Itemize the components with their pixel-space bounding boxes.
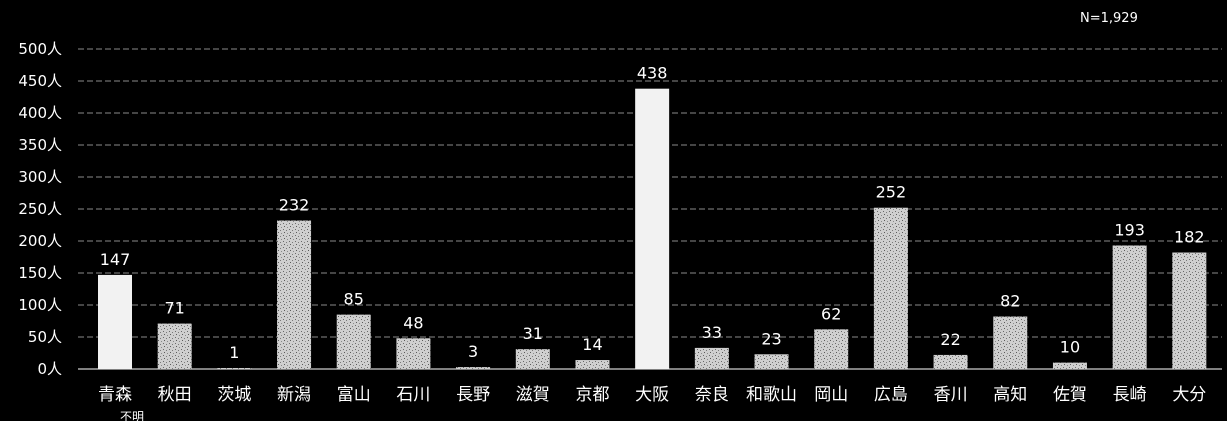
data-label-高知: 82 <box>1000 292 1020 311</box>
bar-青森 <box>98 274 132 369</box>
category-label-富山: 富山 <box>337 385 371 405</box>
category-label-滋賀: 滋賀 <box>516 385 550 405</box>
data-label-長崎: 193 <box>1114 220 1145 239</box>
category-label-佐賀: 佐賀 <box>1053 385 1087 405</box>
data-label-香川: 22 <box>940 330 960 349</box>
data-label-富山: 85 <box>344 290 364 309</box>
data-label-京都: 14 <box>582 335 602 354</box>
y-tick-label: 350人 <box>18 136 62 154</box>
data-label-滋賀: 31 <box>523 324 543 343</box>
data-label-奈良: 33 <box>702 323 722 342</box>
data-label-茨城: 1 <box>229 343 239 362</box>
bars <box>98 88 1207 370</box>
category-label-石川: 石川 <box>396 385 430 405</box>
category-label-岡山: 岡山 <box>814 385 848 405</box>
bar-滋賀 <box>515 349 550 369</box>
bar-石川 <box>396 338 431 369</box>
bar-岡山 <box>814 329 849 369</box>
bar-高知 <box>993 316 1028 369</box>
category-label-秋田: 秋田 <box>158 385 192 405</box>
data-label-和歌山: 23 <box>761 329 781 348</box>
y-axis-ticks: 0人 50人 100人 150人 200人 250人 300人 350人 400人 450人 500… <box>18 40 62 378</box>
category-label-和歌山: 和歌山 <box>746 385 797 405</box>
category-label-長崎: 長崎 <box>1113 385 1147 405</box>
bar-大阪 <box>635 88 670 370</box>
y-tick-label: 450人 <box>18 72 62 90</box>
data-label-大阪: 438 <box>637 64 668 83</box>
category-label-京都: 京都 <box>575 385 609 405</box>
partial-category-label: 不明 <box>120 410 144 421</box>
data-labels: 147 71 1 232 85 48 3 31 14 438 33 23 62 252 22 82 10 193 1… <box>100 64 1205 362</box>
bar-長崎 <box>1112 245 1147 369</box>
sample-size-annotation: N=1,929 <box>1080 11 1138 26</box>
bar-大分 <box>1172 252 1207 369</box>
data-label-長野: 3 <box>468 342 478 361</box>
category-label-大分: 大分 <box>1172 385 1206 405</box>
data-label-大分: 182 <box>1174 228 1205 247</box>
category-label-奈良: 奈良 <box>695 385 729 405</box>
bar-和歌山 <box>754 354 789 369</box>
data-label-広島: 252 <box>876 183 907 202</box>
y-tick-label: 500人 <box>18 40 62 58</box>
data-label-新潟: 232 <box>279 196 310 215</box>
bar-秋田 <box>157 323 192 369</box>
bar-富山 <box>336 314 371 369</box>
y-tick-label: 100人 <box>18 296 62 314</box>
data-label-青森: 147 <box>100 250 131 269</box>
x-axis-categories: 青森 秋田 茨城 新潟 富山 石川 長野 滋賀 京都 大阪 奈良 和歌山 岡山 広島 香川 高知 佐賀 長崎 大分 <box>98 385 1206 405</box>
bar-京都 <box>575 360 610 369</box>
y-tick-label: 200人 <box>18 232 62 250</box>
category-label-香川: 香川 <box>934 385 968 405</box>
y-tick-label: 50人 <box>28 328 62 346</box>
category-label-新潟: 新潟 <box>277 385 311 405</box>
bar-奈良 <box>694 347 729 369</box>
bar-長野 <box>456 367 491 369</box>
y-tick-label: 0人 <box>37 360 62 378</box>
bar-新潟 <box>277 220 312 369</box>
data-label-石川: 48 <box>403 313 423 332</box>
y-tick-label: 300人 <box>18 168 62 186</box>
category-label-大阪: 大阪 <box>635 385 669 405</box>
category-label-広島: 広島 <box>874 385 908 405</box>
y-tick-label: 250人 <box>18 200 62 218</box>
y-tick-label: 150人 <box>18 264 62 282</box>
data-label-佐賀: 10 <box>1060 338 1080 357</box>
category-label-青森: 青森 <box>98 385 132 405</box>
data-label-岡山: 62 <box>821 304 841 323</box>
category-label-茨城: 茨城 <box>217 385 251 405</box>
category-label-長野: 長野 <box>456 385 490 405</box>
bar-佐賀 <box>1052 362 1087 369</box>
bar-茨城 <box>217 368 252 369</box>
bar-香川 <box>933 354 968 369</box>
y-tick-label: 400人 <box>18 104 62 122</box>
bar-広島 <box>873 207 908 369</box>
data-label-秋田: 71 <box>165 299 185 318</box>
category-label-高知: 高知 <box>993 385 1027 405</box>
